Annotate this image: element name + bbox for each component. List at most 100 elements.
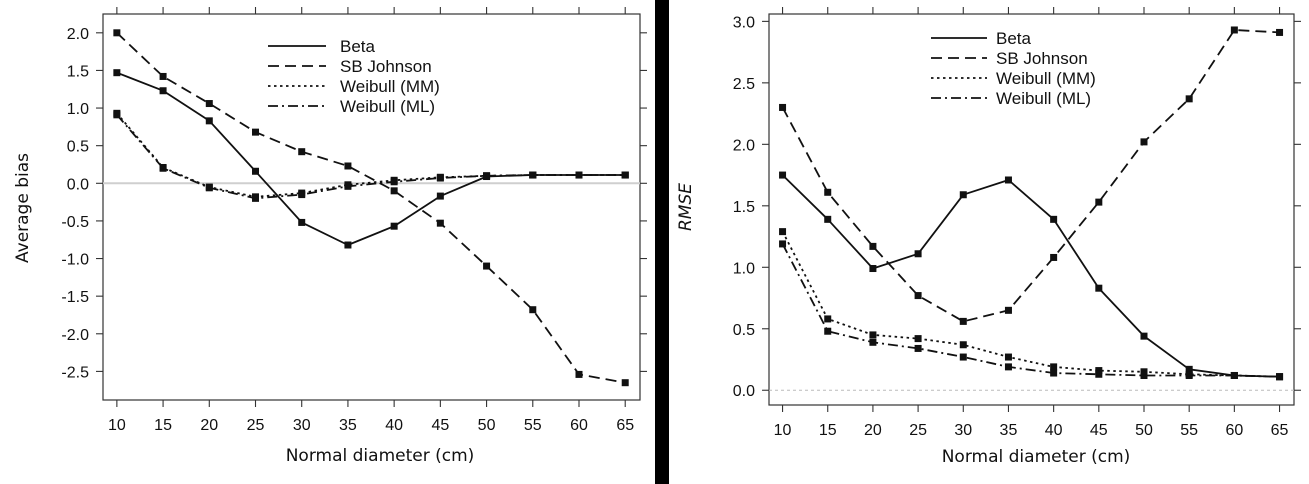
y-tick-label: 2.0 <box>67 26 89 43</box>
x-tick-label: 20 <box>200 417 218 434</box>
data-point-beta <box>914 250 922 258</box>
y-tick-label: -2.5 <box>61 364 89 381</box>
data-point-weibull-ml <box>1004 363 1012 371</box>
legend-label-beta: Beta <box>996 29 1032 48</box>
y-tick-label: 1.0 <box>733 260 755 277</box>
x-tick-label: 35 <box>1000 422 1018 439</box>
x-tick-label: 60 <box>570 417 588 434</box>
data-point-beta <box>159 87 167 95</box>
y-tick-label: -1.5 <box>61 289 89 306</box>
data-point-sb-johnson <box>621 379 629 387</box>
x-tick-label: 45 <box>1090 422 1108 439</box>
data-point-weibull-ml <box>575 171 583 179</box>
series-line-sb-johnson <box>781 29 1280 323</box>
data-point-sb-johnson <box>779 103 787 111</box>
data-point-weibull-ml <box>779 240 787 248</box>
data-point-weibull-ml <box>1140 371 1148 379</box>
data-point-beta <box>1004 176 1012 184</box>
x-tick-label: 35 <box>339 417 357 434</box>
y-tick-label: 1.5 <box>67 63 89 80</box>
legend-label-beta: Beta <box>340 37 376 56</box>
x-axis-title: Normal diameter (cm) <box>942 447 1131 467</box>
y-axis-title: RMSE <box>676 183 696 231</box>
x-tick-label: 30 <box>954 422 972 439</box>
x-tick-label: 15 <box>819 422 837 439</box>
y-axis-title: Average bias <box>13 153 33 263</box>
data-point-weibull-mm <box>824 315 832 323</box>
data-point-weibull-mm <box>1004 353 1012 361</box>
data-point-sb-johnson <box>159 72 167 80</box>
plot-frame <box>768 13 1295 406</box>
data-point-weibull-mm <box>779 228 787 236</box>
x-tick-label: 15 <box>154 417 172 434</box>
series-line-weibull-mm <box>781 231 1280 378</box>
x-tick-label: 10 <box>774 422 792 439</box>
data-point-weibull-ml <box>869 338 877 346</box>
x-tick-label: 25 <box>247 417 265 434</box>
data-point-beta <box>390 222 398 230</box>
data-point-weibull-ml <box>390 178 398 186</box>
legend-label-weibull-mm: Weibull (MM) <box>340 77 440 96</box>
data-point-sb-johnson <box>205 100 213 108</box>
data-point-weibull-ml <box>436 174 444 182</box>
x-tick-label: 20 <box>864 422 882 439</box>
data-point-weibull-ml <box>483 172 491 180</box>
data-point-weibull-mm <box>1140 368 1148 376</box>
data-point-weibull-mm <box>869 331 877 339</box>
data-point-sb-johnson <box>252 128 260 136</box>
data-point-weibull-ml <box>113 111 121 119</box>
data-point-beta <box>252 167 260 175</box>
x-tick-label: 25 <box>909 422 927 439</box>
data-point-beta <box>1050 215 1058 223</box>
data-point-beta <box>436 192 444 200</box>
data-point-beta <box>824 215 832 223</box>
y-tick-label: 3.0 <box>733 14 755 31</box>
data-point-sb-johnson <box>113 29 121 37</box>
data-point-weibull-ml <box>1095 370 1103 378</box>
y-tick-label: 2.5 <box>733 76 755 93</box>
data-point-beta <box>113 69 121 77</box>
x-tick-label: 50 <box>478 417 496 434</box>
data-point-weibull-ml <box>205 184 213 192</box>
y-tick-label: 0.0 <box>67 176 89 193</box>
x-tick-label: 55 <box>524 417 542 434</box>
average-bias-chart: 10 15 20 25 30 35 40 45 50 55 60 65 2.0 1.5 1.0 0.5 0.0 -… <box>13 7 647 466</box>
data-point-weibull-ml <box>1050 369 1058 377</box>
data-point-sb-johnson <box>869 242 877 250</box>
y-tick-label: -2.0 <box>61 327 89 344</box>
plot-frame <box>102 13 641 401</box>
data-point-weibull-ml <box>621 171 629 179</box>
data-point-sb-johnson <box>1230 26 1238 34</box>
x-tick-label: 30 <box>293 417 311 434</box>
y-tick-label: 0.5 <box>733 322 755 339</box>
data-point-sb-johnson <box>1004 306 1012 314</box>
data-point-weibull-ml <box>344 182 352 190</box>
data-point-beta <box>1140 332 1148 340</box>
y-tick-label: -0.5 <box>61 214 89 231</box>
y-tick-label: 1.0 <box>67 101 89 118</box>
data-point-weibull-ml <box>529 171 537 179</box>
data-point-weibull-ml <box>1230 371 1238 379</box>
rmse-chart: 10 15 20 25 30 35 40 45 50 55 60 65 3.0 2.5 2.0 1.5 1.0 0… <box>676 7 1301 467</box>
data-point-weibull-mm <box>1095 367 1103 375</box>
data-point-sb-johnson <box>1276 28 1284 36</box>
rmse-chart-panel: 10 15 20 25 30 35 40 45 50 55 60 65 3.0 2.5 2.0 1.5 1.0 0… <box>669 0 1309 484</box>
legend-label-sb-johnson: SB Johnson <box>996 49 1088 68</box>
x-tick-label: 40 <box>1045 422 1063 439</box>
legend-label-weibull-ml: Weibull (ML) <box>340 97 435 116</box>
data-point-sb-johnson <box>1140 138 1148 146</box>
y-tick-label: 0.0 <box>733 383 755 400</box>
data-point-weibull-ml <box>959 353 967 361</box>
data-point-weibull-ml <box>1185 371 1193 379</box>
y-tick-label: 2.0 <box>733 137 755 154</box>
data-point-weibull-mm <box>1050 363 1058 371</box>
series-line-beta <box>781 174 1280 378</box>
series-line-weibull-ml <box>116 114 626 200</box>
data-point-beta <box>1185 365 1193 373</box>
data-point-sb-johnson <box>575 370 583 378</box>
x-tick-label: 10 <box>108 417 126 434</box>
y-tick-label: -1.0 <box>61 252 89 269</box>
legend-label-weibull-ml: Weibull (ML) <box>996 89 1091 108</box>
data-point-sb-johnson <box>914 292 922 300</box>
data-point-sb-johnson <box>298 148 306 156</box>
